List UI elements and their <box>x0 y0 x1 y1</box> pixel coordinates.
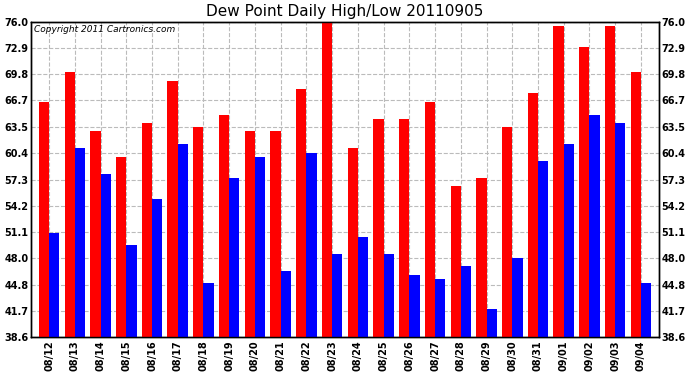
Bar <box>512 258 522 375</box>
Bar <box>605 26 615 375</box>
Bar <box>65 72 75 375</box>
Bar <box>553 26 564 375</box>
Bar <box>296 89 306 375</box>
Bar <box>306 153 317 375</box>
Bar <box>49 232 59 375</box>
Bar <box>486 309 497 375</box>
Bar <box>409 275 420 375</box>
Bar <box>502 127 512 375</box>
Bar <box>538 161 549 375</box>
Bar <box>461 266 471 375</box>
Title: Dew Point Daily High/Low 20110905: Dew Point Daily High/Low 20110905 <box>206 4 484 19</box>
Bar <box>219 114 229 375</box>
Bar <box>589 114 600 375</box>
Bar <box>348 148 358 375</box>
Bar <box>101 174 111 375</box>
Bar <box>631 72 641 375</box>
Bar <box>384 254 394 375</box>
Bar <box>358 237 368 375</box>
Bar <box>641 283 651 375</box>
Bar <box>126 245 137 375</box>
Bar <box>141 123 152 375</box>
Bar <box>399 119 409 375</box>
Bar <box>245 131 255 375</box>
Bar <box>528 93 538 375</box>
Bar <box>116 157 126 375</box>
Bar <box>373 119 384 375</box>
Bar <box>255 157 265 375</box>
Bar <box>579 47 589 375</box>
Bar <box>39 102 49 375</box>
Bar <box>204 283 214 375</box>
Bar <box>476 178 486 375</box>
Bar <box>193 127 204 375</box>
Bar <box>90 131 101 375</box>
Bar <box>178 144 188 375</box>
Bar <box>229 178 239 375</box>
Bar <box>281 271 291 375</box>
Bar <box>425 102 435 375</box>
Bar <box>322 22 332 375</box>
Bar <box>270 131 281 375</box>
Bar <box>332 254 342 375</box>
Bar <box>435 279 445 375</box>
Bar <box>451 186 461 375</box>
Bar <box>152 199 162 375</box>
Bar <box>564 144 574 375</box>
Text: Copyright 2011 Cartronics.com: Copyright 2011 Cartronics.com <box>34 25 175 34</box>
Bar <box>168 81 178 375</box>
Bar <box>75 148 85 375</box>
Bar <box>615 123 625 375</box>
